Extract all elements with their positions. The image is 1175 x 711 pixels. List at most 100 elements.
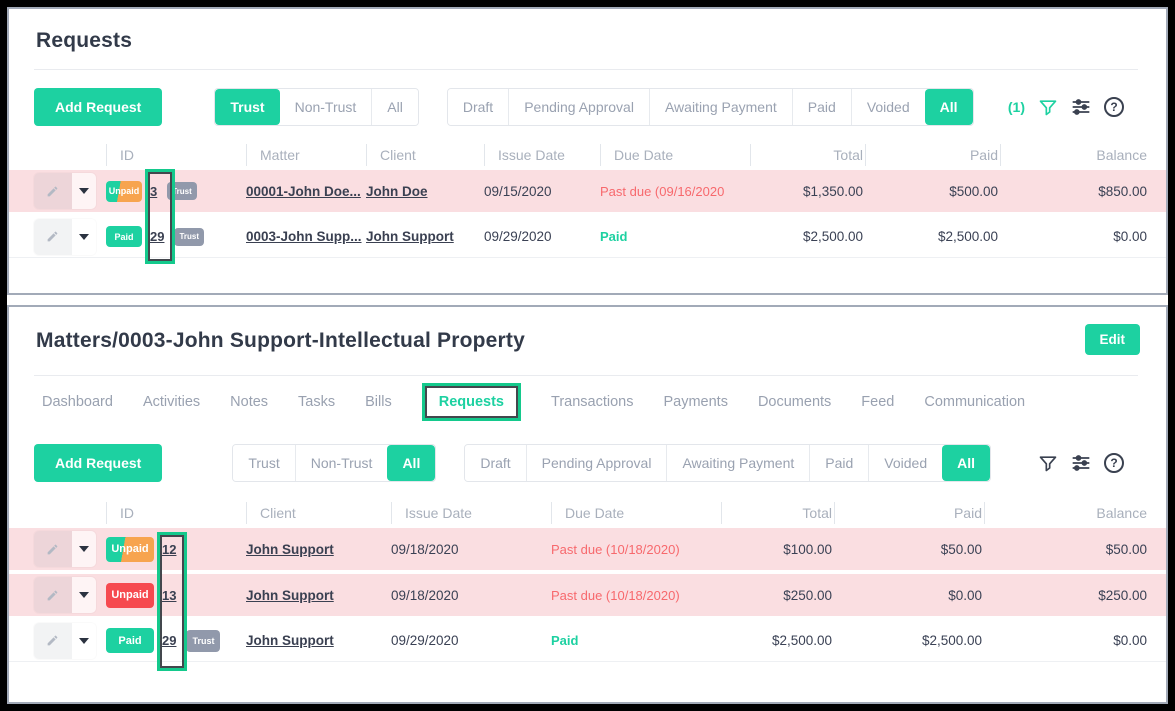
add-request-button[interactable]: Add Request <box>34 444 163 482</box>
filter-pending-approval[interactable]: Pending Approval <box>508 89 649 125</box>
filter-pending-approval[interactable]: Pending Approval <box>525 445 667 481</box>
requests-toolbar: Add Request Trust Non-Trust All Draft Pe… <box>34 88 1166 126</box>
filter-non-trust[interactable]: Non-Trust <box>279 89 372 125</box>
paid-amount: $50.00 <box>940 541 982 557</box>
due-date-status: Paid <box>600 229 628 244</box>
header-due-date: Due Date <box>600 144 750 166</box>
client-link[interactable]: John Support <box>246 587 334 603</box>
issue-date: 09/29/2020 <box>391 633 459 648</box>
request-id-link[interactable]: 13 <box>162 587 177 603</box>
tab-feed[interactable]: Feed <box>861 394 895 410</box>
add-request-button[interactable]: Add Request <box>34 88 163 126</box>
tab-payments[interactable]: Payments <box>663 394 728 410</box>
table-row: Paid 29 Trust 0003-John Supp... John Sup… <box>9 216 1166 258</box>
chevron-down-icon <box>78 637 89 644</box>
row-dropdown-button[interactable] <box>71 218 96 255</box>
table-header-row: ID Client Issue Date Due Date Total Paid… <box>9 498 1166 528</box>
trust-badge: Trust <box>186 629 221 652</box>
filter-status-all[interactable]: All <box>942 445 990 481</box>
client-link[interactable]: John Support <box>246 541 334 557</box>
client-link[interactable]: John Support <box>246 633 334 648</box>
table-row: Paid 29 Trust John Support 09/29/2020 Pa… <box>9 620 1166 662</box>
balance-amount: $0.00 <box>1113 229 1147 244</box>
edit-row-button[interactable] <box>34 173 72 209</box>
tab-requests[interactable]: Requests <box>438 394 504 410</box>
edit-row-button[interactable] <box>34 622 72 659</box>
filter-voided[interactable]: Voided <box>868 445 943 481</box>
edit-row-button[interactable] <box>34 218 72 255</box>
row-actions <box>34 531 96 567</box>
tab-tasks[interactable]: Tasks <box>298 394 336 410</box>
funnel-filter-icon[interactable] <box>1038 453 1058 473</box>
tab-activities[interactable]: Activities <box>142 394 201 410</box>
row-dropdown-button[interactable] <box>71 531 96 567</box>
request-id-link[interactable]: 3 <box>150 183 158 199</box>
filter-paid[interactable]: Paid <box>791 89 851 125</box>
requests-table: ID Matter Client Issue Date Due Date Tot… <box>9 140 1166 258</box>
client-link[interactable]: John Doe <box>366 183 428 199</box>
header-controls <box>34 502 106 524</box>
total-amount: $100.00 <box>783 541 832 557</box>
funnel-filter-icon[interactable] <box>1038 97 1058 117</box>
filter-trust-all[interactable]: All <box>371 89 418 125</box>
sliders-settings-icon[interactable] <box>1071 453 1091 473</box>
tab-dashboard[interactable]: Dashboard <box>42 394 113 410</box>
filter-trust-all[interactable]: All <box>387 445 436 481</box>
tab-bills[interactable]: Bills <box>365 394 392 410</box>
filter-trust[interactable]: Trust <box>215 89 280 125</box>
screenshot-frame: Requests Add Request Trust Non-Trust All… <box>7 7 1168 704</box>
filter-status-all[interactable]: All <box>924 89 973 125</box>
title-divider <box>34 69 1138 70</box>
filter-non-trust[interactable]: Non-Trust <box>294 445 388 481</box>
tab-notes[interactable]: Notes <box>230 394 269 410</box>
request-id-link[interactable]: 29 <box>162 633 177 648</box>
status-badge: Unpaid <box>106 180 142 202</box>
edit-row-button[interactable] <box>34 531 72 567</box>
status-badge: Paid <box>106 628 154 653</box>
help-icon[interactable]: ? <box>1104 453 1124 473</box>
filter-awaiting-payment[interactable]: Awaiting Payment <box>648 89 792 125</box>
due-date-status: Past due (10/18/2020) <box>551 541 680 557</box>
chevron-down-icon <box>78 546 89 552</box>
row-actions <box>34 173 96 209</box>
requests-tab-annotation-box: Requests <box>421 383 521 421</box>
paid-amount: $0.00 <box>948 587 982 603</box>
row-dropdown-button[interactable] <box>71 622 96 659</box>
request-id-link[interactable]: 12 <box>162 541 177 557</box>
matter-link[interactable]: 0003-John Supp... <box>246 229 362 244</box>
edit-row-button[interactable] <box>34 577 72 613</box>
help-icon[interactable]: ? <box>1104 97 1124 117</box>
pencil-icon <box>47 590 58 600</box>
header-client: Client <box>366 144 484 166</box>
filter-voided[interactable]: Voided <box>850 89 925 125</box>
row-dropdown-button[interactable] <box>71 173 96 209</box>
row-dropdown-button[interactable] <box>71 577 96 613</box>
balance-amount: $850.00 <box>1098 183 1147 199</box>
status-badge: Unpaid <box>106 582 154 608</box>
request-id-link[interactable]: 29 <box>150 229 165 244</box>
page-title: Requests <box>36 29 133 52</box>
sliders-settings-icon[interactable] <box>1071 97 1091 117</box>
filter-trust[interactable]: Trust <box>233 445 295 481</box>
pencil-icon <box>47 544 58 554</box>
chevron-down-icon <box>78 233 89 240</box>
header-paid: Paid <box>865 144 1000 166</box>
trust-filter-group: Trust Non-Trust All <box>214 88 419 126</box>
client-link[interactable]: John Support <box>366 229 454 244</box>
filter-draft[interactable]: Draft <box>447 89 509 125</box>
matter-requests-toolbar: Add Request Trust Non-Trust All Draft Pe… <box>34 444 1166 482</box>
balance-amount: $250.00 <box>1098 587 1147 603</box>
edit-button[interactable]: Edit <box>1084 324 1140 355</box>
tab-documents[interactable]: Documents <box>757 394 832 410</box>
table-row: Unpaid 3 Trust 00001-John Doe... John Do… <box>9 170 1166 212</box>
matter-link[interactable]: 00001-John Doe... <box>246 183 361 199</box>
tab-communication[interactable]: Communication <box>924 394 1026 410</box>
header-total: Total <box>750 144 865 166</box>
tab-transactions[interactable]: Transactions <box>551 394 634 410</box>
filter-awaiting-payment[interactable]: Awaiting Payment <box>666 445 810 481</box>
header-total: Total <box>721 502 834 524</box>
filter-draft[interactable]: Draft <box>465 445 526 481</box>
filter-paid[interactable]: Paid <box>809 445 869 481</box>
header-paid: Paid <box>834 502 984 524</box>
toolbar-icons: (1) ? <box>1008 97 1124 117</box>
